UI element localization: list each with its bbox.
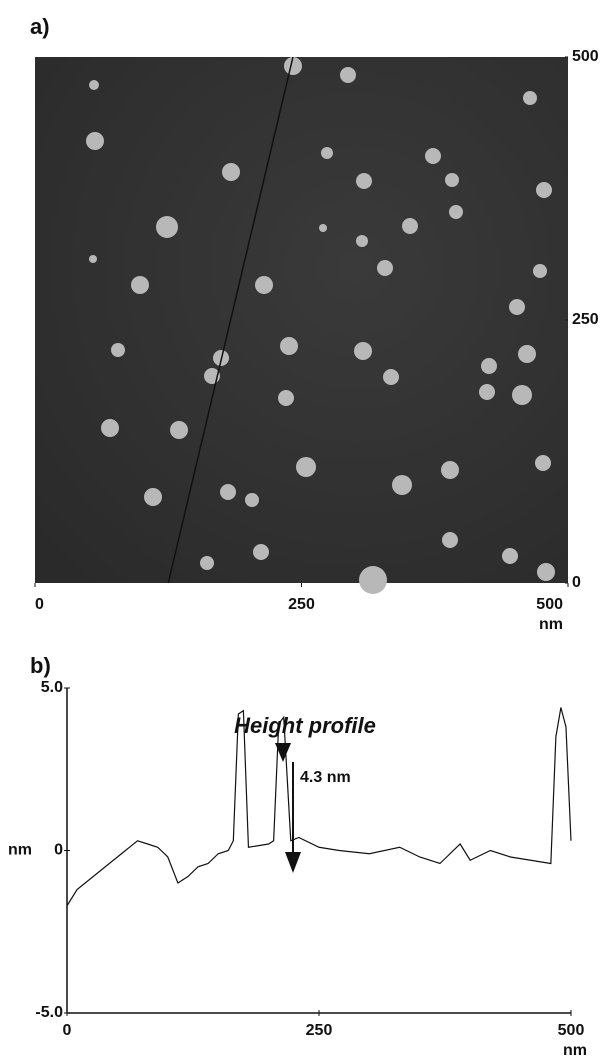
profile-markers [275, 743, 301, 873]
x-axis-label: nm [563, 1042, 587, 1059]
panel-label: a) [30, 14, 50, 39]
y-tick-label: 500 [572, 48, 599, 65]
panel-label: b) [30, 653, 51, 678]
x-tick-label: 500 [536, 596, 563, 613]
x-tick-label: 250 [306, 1022, 333, 1039]
x-tick-label: 250 [288, 596, 315, 613]
y-tick-label: 0 [572, 574, 581, 591]
y-tick-label: -5.0 [35, 1004, 63, 1021]
profile-line [66, 707, 572, 907]
annotation: 4.3 nm [300, 769, 351, 786]
x-tick-label: 0 [63, 1022, 72, 1039]
particles [86, 57, 555, 594]
x-tick-label: 0 [35, 596, 44, 613]
scan-line [167, 56, 294, 584]
x-axis-label: nm [539, 616, 563, 633]
chart-title: Height profile [234, 713, 376, 738]
y-axis-label: nm [8, 842, 32, 859]
y-tick-label: 250 [572, 311, 599, 328]
y-tick-label: 5.0 [41, 679, 63, 696]
y-tick-label: 0 [54, 842, 63, 859]
afm-image [35, 57, 568, 583]
x-tick-label: 500 [558, 1022, 585, 1039]
